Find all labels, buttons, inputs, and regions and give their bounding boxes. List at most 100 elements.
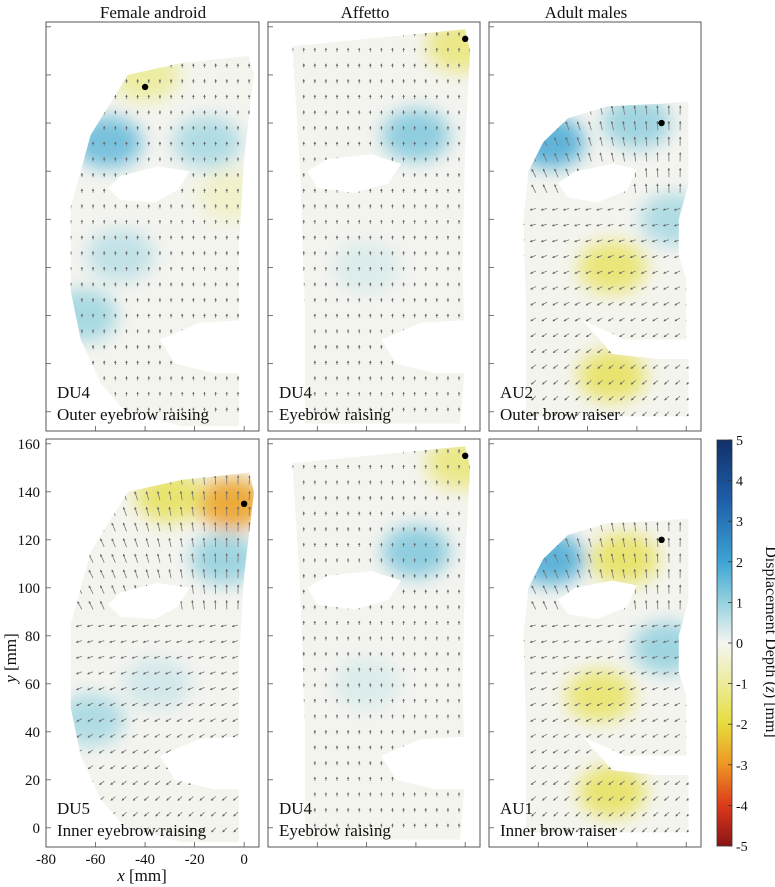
vector-arrow xyxy=(540,640,548,643)
vector-arrow xyxy=(597,380,603,385)
vector-arrow xyxy=(199,827,205,833)
displacement-vectors xyxy=(70,63,251,412)
vector-arrow xyxy=(663,333,670,338)
vector-arrow xyxy=(607,270,614,274)
vector-arrow xyxy=(640,254,647,258)
vector-arrow xyxy=(596,301,603,306)
vector-arrow xyxy=(553,395,559,401)
vector-arrow xyxy=(554,137,559,147)
vector-arrow xyxy=(179,600,183,610)
vector-arrow xyxy=(564,380,570,385)
panel-6: AU1 Inner brow raiser xyxy=(488,438,702,848)
vector-arrow xyxy=(120,655,127,659)
vector-arrow xyxy=(675,380,681,385)
reference-point-marker xyxy=(658,536,665,543)
vector-arrow xyxy=(565,168,570,178)
vector-arrow xyxy=(630,380,636,385)
vector-arrow xyxy=(563,286,570,290)
vector-arrow xyxy=(202,553,206,563)
vector-arrow xyxy=(585,317,592,322)
y-tick-label: 100 xyxy=(18,581,41,597)
vector-arrow xyxy=(168,553,172,563)
vector-arrow xyxy=(153,655,161,659)
y-tick-label: 160 xyxy=(18,437,41,453)
vector-arrow xyxy=(651,270,659,274)
depth-region xyxy=(590,533,659,585)
vector-arrow xyxy=(622,136,625,146)
vector-arrow xyxy=(111,538,116,548)
vector-arrow xyxy=(674,333,681,338)
vector-arrow xyxy=(619,333,625,338)
vector-arrow xyxy=(540,239,548,243)
vector-arrow xyxy=(644,105,648,115)
eye-hole xyxy=(307,571,402,610)
vector-arrow xyxy=(640,270,647,274)
vector-arrow xyxy=(573,208,581,211)
vector-arrow xyxy=(134,553,139,563)
vector-arrow xyxy=(165,671,172,675)
vector-arrow xyxy=(155,827,161,833)
vector-arrow xyxy=(541,749,548,754)
vector-arrow xyxy=(166,827,172,833)
vector-arrow xyxy=(164,640,172,643)
vector-arrow xyxy=(143,733,149,738)
vector-arrow xyxy=(143,780,150,786)
vector-arrow xyxy=(179,553,183,563)
vector-arrow xyxy=(629,286,636,290)
vector-arrow xyxy=(531,600,537,610)
vector-arrow xyxy=(122,506,127,516)
vector-arrow xyxy=(530,733,537,738)
vector-arrow xyxy=(551,208,559,211)
vector-arrow xyxy=(596,254,603,258)
vector-arrow xyxy=(651,239,658,243)
vector-arrow xyxy=(222,827,228,833)
vector-arrow xyxy=(248,521,251,532)
vector-arrow xyxy=(233,796,239,801)
vector-arrow xyxy=(586,395,592,401)
vector-arrow xyxy=(620,411,625,417)
vector-arrow xyxy=(563,348,570,354)
vector-arrow xyxy=(530,749,537,754)
colorbar-tick-label: 0 xyxy=(736,637,743,652)
vector-arrow xyxy=(523,223,525,227)
vector-arrow xyxy=(110,780,116,786)
vector-arrow xyxy=(198,655,205,659)
vector-arrow xyxy=(651,223,658,227)
vector-arrow xyxy=(131,687,138,691)
action-unit-code: DU4 xyxy=(279,799,313,818)
vector-arrow xyxy=(596,239,603,243)
panel-5: DU4 Eyebrow raising xyxy=(267,438,481,848)
vector-arrow xyxy=(86,640,94,643)
vector-arrow xyxy=(607,317,614,322)
vector-arrow xyxy=(87,718,94,722)
vector-arrow xyxy=(663,364,670,369)
vector-arrow xyxy=(675,395,681,401)
colorbar-tick-label: 3 xyxy=(736,515,743,530)
eye-hole xyxy=(307,154,402,193)
vector-arrow xyxy=(530,301,537,306)
vector-arrow xyxy=(542,380,548,385)
vector-arrow xyxy=(202,522,206,532)
vector-arrow xyxy=(607,254,614,258)
vector-arrow xyxy=(565,121,570,131)
vector-arrow xyxy=(563,333,570,338)
action-unit-description: Eyebrow raising xyxy=(279,405,391,424)
vector-arrow xyxy=(641,364,648,369)
vector-arrow xyxy=(574,348,581,354)
vector-arrow xyxy=(574,286,581,290)
vector-arrow xyxy=(542,184,548,193)
vector-arrow xyxy=(248,490,251,501)
vector-arrow xyxy=(142,687,149,691)
vector-arrow xyxy=(552,270,559,274)
reference-point-marker xyxy=(462,452,469,459)
vector-arrow xyxy=(110,765,116,770)
vector-arrow xyxy=(585,254,592,258)
reference-point-marker xyxy=(658,119,665,127)
vector-arrow xyxy=(607,239,614,243)
vector-arrow xyxy=(86,655,94,659)
vector-arrow xyxy=(98,687,105,691)
vector-arrow xyxy=(542,569,548,579)
vector-arrow xyxy=(640,239,647,243)
x-tick-label: -80 xyxy=(36,852,56,868)
